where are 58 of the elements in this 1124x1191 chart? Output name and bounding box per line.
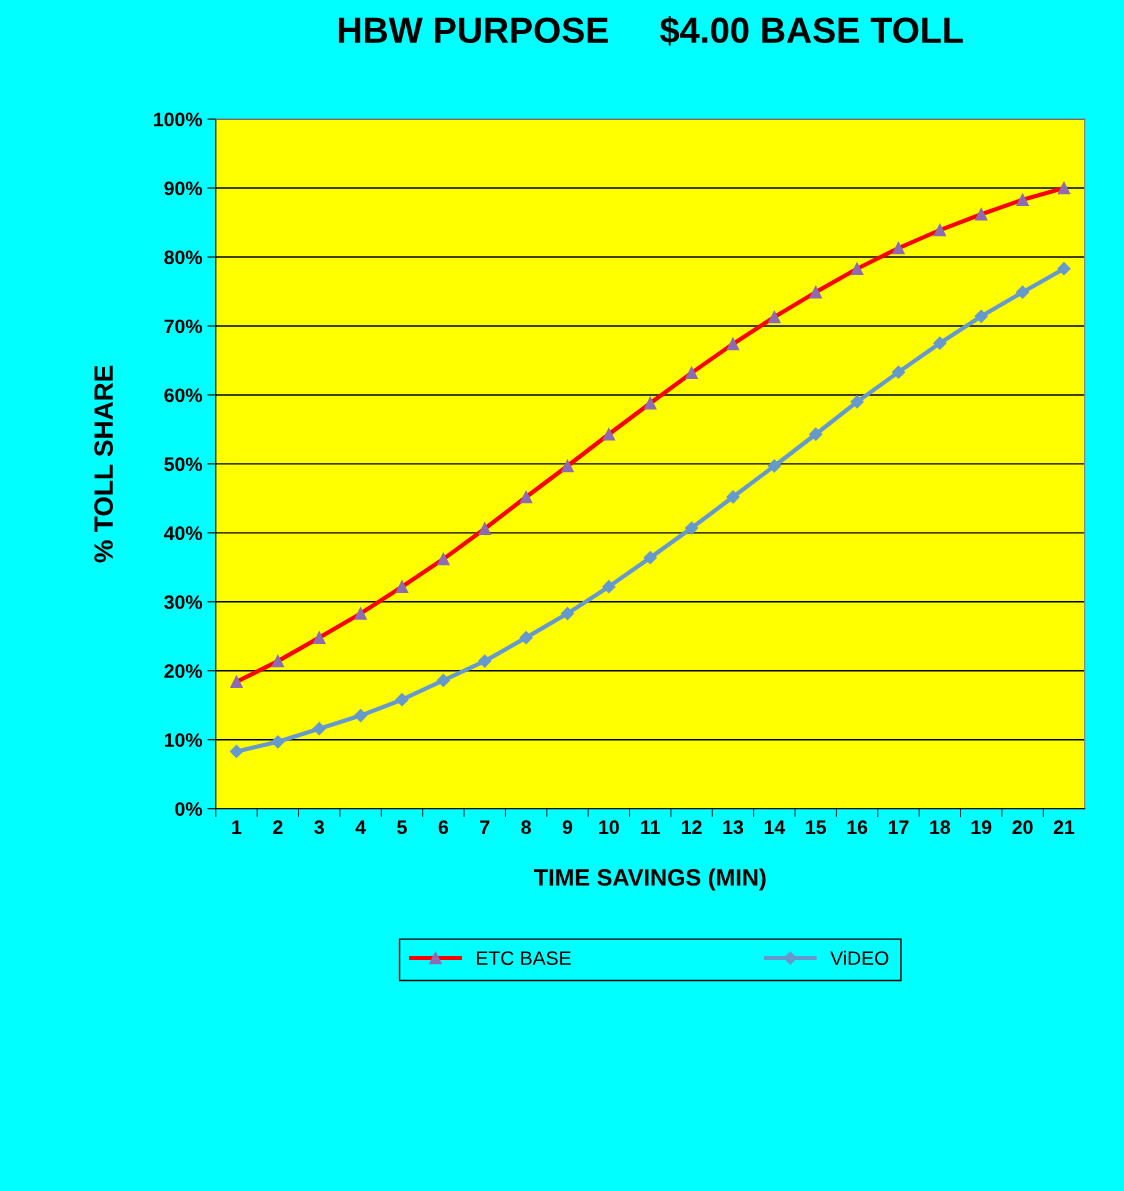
y-tick-label: 10% bbox=[164, 733, 203, 747]
y-tick-label: 80% bbox=[164, 250, 203, 265]
point bbox=[974, 309, 988, 323]
y-tick-label: 40% bbox=[163, 526, 203, 541]
x-tick-label: 2 bbox=[273, 820, 283, 834]
point bbox=[271, 735, 285, 749]
x-tick-label: 10 bbox=[599, 820, 619, 835]
x-tick-label: 11 bbox=[641, 820, 660, 834]
point bbox=[436, 673, 450, 688]
x-tick-label: 19 bbox=[971, 820, 992, 835]
point bbox=[891, 365, 906, 379]
point bbox=[809, 427, 823, 441]
legend-label: ETC BASE bbox=[476, 951, 571, 966]
x-tick-label: 4 bbox=[355, 820, 366, 834]
point bbox=[1016, 285, 1030, 299]
x-tick-label: 14 bbox=[764, 820, 786, 834]
x-tick-label: 12 bbox=[682, 820, 702, 834]
x-tick-label: 6 bbox=[438, 820, 449, 835]
x-tick-label: 9 bbox=[562, 820, 573, 835]
y-tick-label: 20% bbox=[164, 664, 203, 679]
point bbox=[850, 395, 864, 409]
y-tick-label: 30% bbox=[164, 595, 203, 610]
x-tick-label: 13 bbox=[723, 820, 744, 835]
x-tick-label: 3 bbox=[314, 820, 324, 835]
x-tick-label: 5 bbox=[397, 820, 407, 835]
y-tick-label: 90% bbox=[164, 181, 203, 196]
point bbox=[395, 693, 409, 707]
x-tick-label: 16 bbox=[847, 820, 868, 835]
point bbox=[519, 631, 533, 645]
point bbox=[229, 744, 244, 759]
point bbox=[767, 459, 781, 473]
y-tick-label: 0% bbox=[175, 802, 203, 816]
x-tick-label: 17 bbox=[888, 820, 909, 834]
point bbox=[933, 336, 947, 350]
point bbox=[560, 606, 575, 621]
point bbox=[602, 580, 616, 594]
point bbox=[726, 490, 740, 504]
y-tick-label: 100% bbox=[154, 112, 203, 127]
y-tick-label: 60% bbox=[164, 388, 203, 403]
point bbox=[685, 521, 699, 535]
y-tick-label: 70% bbox=[164, 319, 203, 334]
x-tick-label: 21 bbox=[1053, 820, 1075, 834]
x-tick-label: 20 bbox=[1012, 820, 1033, 835]
point bbox=[643, 551, 657, 565]
x-axis-title: TIME SAVINGS (MIN) bbox=[533, 868, 766, 891]
chart-title: HBW PURPOSE $4.00 BASE TOLL bbox=[338, 15, 963, 46]
x-tick-label: 1 bbox=[232, 820, 242, 834]
x-tick-label: 15 bbox=[806, 820, 826, 835]
x-tick-label: 18 bbox=[930, 820, 951, 835]
x-tick-label: 8 bbox=[521, 820, 531, 835]
point bbox=[478, 654, 492, 668]
y-axis-title: % TOLL SHARE bbox=[94, 365, 113, 563]
point bbox=[312, 722, 326, 736]
point bbox=[1057, 262, 1071, 276]
x-tick-label: 7 bbox=[480, 820, 490, 834]
y-tick-label: 50% bbox=[164, 457, 203, 472]
legend-label: ViDEO bbox=[830, 950, 889, 966]
point bbox=[354, 709, 368, 723]
